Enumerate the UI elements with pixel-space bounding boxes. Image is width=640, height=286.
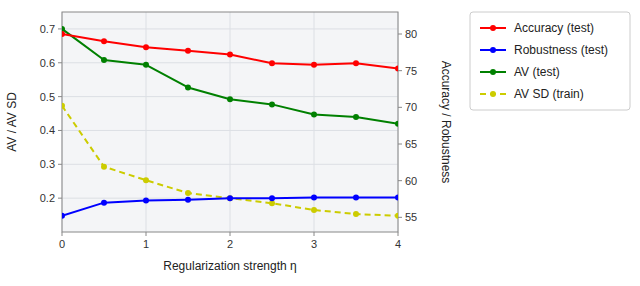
y2-tick-label: 70 bbox=[405, 101, 417, 113]
x-tick-label: 0 bbox=[59, 238, 65, 250]
point bbox=[101, 57, 107, 63]
point bbox=[311, 62, 317, 68]
y2-tick-label: 65 bbox=[405, 138, 417, 150]
point bbox=[185, 84, 191, 90]
y-axis-label: AV / AV SD bbox=[5, 92, 19, 152]
tick bbox=[398, 107, 402, 108]
point bbox=[101, 164, 107, 170]
point bbox=[62, 103, 65, 109]
x-tick-label: 3 bbox=[311, 238, 317, 250]
y2-tick-label: 60 bbox=[405, 175, 417, 187]
legend-marker bbox=[490, 25, 496, 31]
chart: 0 1 2 3 4 0.2 0.3 0.4 0.5 0.6 0.7 55 60 65 70 75 80 Regul… bbox=[0, 0, 640, 286]
point bbox=[311, 195, 317, 201]
y-tick-label: 0.2 bbox=[40, 192, 55, 204]
point bbox=[269, 101, 275, 107]
point bbox=[101, 38, 107, 44]
legend-marker bbox=[490, 91, 496, 97]
point bbox=[62, 31, 65, 37]
legend-label: Accuracy (test) bbox=[514, 21, 594, 35]
point bbox=[185, 48, 191, 54]
point bbox=[353, 211, 359, 217]
legend-label: AV SD (train) bbox=[514, 87, 584, 101]
x-tick-label: 2 bbox=[227, 238, 233, 250]
point bbox=[353, 60, 359, 66]
point bbox=[143, 44, 149, 50]
x-tick-label: 1 bbox=[143, 238, 149, 250]
point bbox=[143, 177, 149, 183]
y2-axis-label: Accuracy / Robustness bbox=[439, 61, 453, 184]
series-line bbox=[62, 34, 398, 68]
tick bbox=[314, 232, 315, 236]
y-tick-label: 0.4 bbox=[40, 124, 55, 136]
tick bbox=[398, 34, 402, 35]
point bbox=[227, 52, 233, 58]
legend-box bbox=[470, 12, 630, 110]
point bbox=[395, 121, 398, 127]
plot-frame bbox=[62, 12, 398, 232]
point bbox=[227, 195, 233, 201]
point bbox=[227, 96, 233, 102]
point bbox=[311, 207, 317, 213]
y2-tick-label: 80 bbox=[405, 28, 417, 40]
series-group bbox=[62, 26, 398, 219]
point bbox=[143, 62, 149, 68]
legend-label: Robustness (test) bbox=[514, 43, 608, 57]
point bbox=[395, 213, 398, 219]
point bbox=[311, 112, 317, 118]
tick bbox=[58, 28, 62, 29]
point bbox=[353, 114, 359, 120]
grid bbox=[62, 12, 398, 232]
plot-area bbox=[62, 12, 398, 232]
point bbox=[62, 213, 65, 219]
legend-marker bbox=[490, 69, 496, 75]
point bbox=[269, 195, 275, 201]
point bbox=[395, 65, 398, 71]
tick bbox=[146, 232, 147, 236]
point bbox=[353, 195, 359, 201]
y2-tick-label: 55 bbox=[405, 211, 417, 223]
tick bbox=[58, 62, 62, 63]
point bbox=[269, 60, 275, 66]
point bbox=[395, 195, 398, 201]
y-tick-label: 0.3 bbox=[40, 158, 55, 170]
tick bbox=[398, 232, 399, 236]
legend: Accuracy (test) Robustness (test) AV (test… bbox=[470, 12, 630, 110]
tick bbox=[398, 144, 402, 145]
series-line bbox=[62, 106, 398, 216]
point bbox=[143, 197, 149, 203]
tick bbox=[58, 130, 62, 131]
y-tick-label: 0.7 bbox=[40, 23, 55, 35]
point bbox=[185, 197, 191, 203]
tick bbox=[62, 232, 63, 236]
tick bbox=[58, 164, 62, 165]
tick bbox=[58, 198, 62, 199]
x-axis-label: Regularization strength η bbox=[163, 259, 296, 273]
y-tick-label: 0.6 bbox=[40, 57, 55, 69]
x-tick-label: 4 bbox=[395, 238, 401, 250]
point bbox=[227, 195, 233, 201]
point bbox=[185, 190, 191, 196]
tick bbox=[398, 70, 402, 71]
y2-tick-label: 75 bbox=[405, 65, 417, 77]
legend-marker bbox=[490, 47, 496, 53]
tick bbox=[58, 96, 62, 97]
point bbox=[101, 200, 107, 206]
point bbox=[62, 26, 65, 32]
y-tick-label: 0.5 bbox=[40, 91, 55, 103]
tick bbox=[398, 217, 402, 218]
series-line bbox=[62, 29, 398, 124]
tick bbox=[398, 180, 402, 181]
tick bbox=[230, 232, 231, 236]
legend-label: AV (test) bbox=[514, 65, 560, 79]
